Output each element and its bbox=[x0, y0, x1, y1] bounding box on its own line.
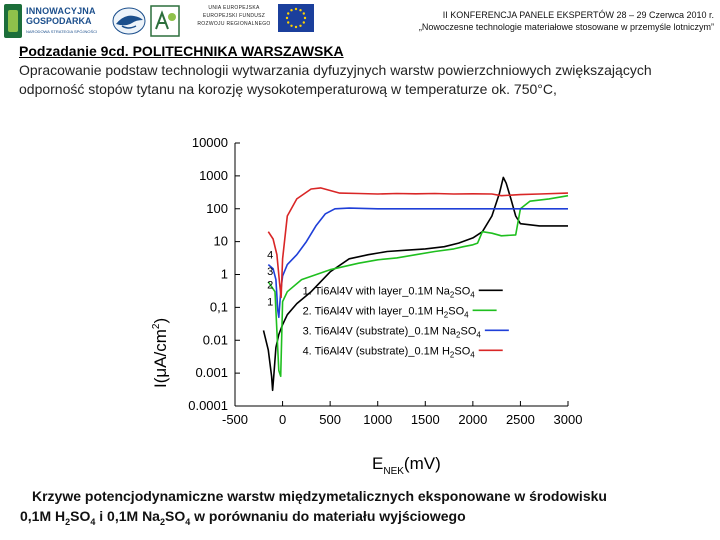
curve-label-2: 2 bbox=[267, 279, 273, 291]
figure-caption: Krzywe potencjodynamiczne warstw międzym… bbox=[20, 486, 715, 532]
conference-subtitle: „Nowoczesne technologie materiałowe stos… bbox=[418, 22, 714, 32]
legend-entry-1: 1. Ti6Al4V with layer_0.1M Na2SO4 bbox=[303, 285, 476, 299]
eu-flag-icon bbox=[278, 4, 314, 32]
innovative-economy-badge-icon bbox=[4, 4, 22, 38]
bird-logo-icon bbox=[112, 7, 146, 35]
y-axis-label-sup: 2 bbox=[151, 323, 162, 329]
x-tick-label: 2000 bbox=[458, 412, 487, 427]
eu-line2: EUROPEJSKI FUNDUSZ bbox=[202, 13, 266, 19]
series-2-line bbox=[267, 194, 569, 378]
eu-star-icon bbox=[299, 9, 302, 12]
eu-star-icon bbox=[302, 21, 305, 24]
eu-line3: ROZWOJU REGIONALNEGO bbox=[197, 21, 271, 27]
x-axis-label-unit: (mV) bbox=[404, 454, 441, 473]
legend-entry-2: 2. Ti6Al4V with layer_0.1M H2SO4 bbox=[303, 305, 470, 319]
x-tick-label: 500 bbox=[319, 412, 341, 427]
page-subtitle: Podzadanie 9cd. POLITECHNIKA WARSZAWSKA bbox=[19, 43, 344, 59]
x-tick-label: 3000 bbox=[554, 412, 583, 427]
y-tick-label: 0.001 bbox=[195, 365, 228, 380]
curve-label-3: 3 bbox=[267, 266, 273, 278]
eu-star-icon bbox=[302, 12, 305, 15]
y-tick-label: 10 bbox=[214, 234, 228, 249]
caption-part-g: SO bbox=[165, 508, 186, 524]
eu-star-icon bbox=[290, 9, 293, 12]
eu-star-icon bbox=[287, 21, 290, 24]
logo-innov-line2: GOSPODARKA bbox=[26, 16, 92, 26]
x-axis-label: ENEK(mV) bbox=[372, 454, 441, 477]
logo-innov-line3: NARODOWA STRATEGIA SPÓJNOŚCI bbox=[26, 29, 98, 34]
caption-part-a: 0,1M H bbox=[20, 508, 66, 524]
eu-star-icon bbox=[294, 7, 298, 11]
x-axis-label-sub: NEK bbox=[383, 466, 404, 477]
y-axis-label-mu: μ bbox=[151, 368, 170, 378]
x-tick-label: 1000 bbox=[363, 412, 392, 427]
curve-label-1: 1 bbox=[267, 297, 273, 309]
x-axis-label-main: E bbox=[372, 454, 383, 473]
x-tick-label: 1500 bbox=[411, 412, 440, 427]
series-1-line bbox=[262, 176, 568, 392]
x-tick-label: 0 bbox=[279, 412, 286, 427]
eu-line1: UNIA EUROPEJSKA bbox=[208, 5, 260, 11]
innovative-economy-logo: INNOWACYJNA GOSPODARKA NARODOWA STRATEGI… bbox=[4, 4, 100, 38]
caption-part-c: SO bbox=[70, 508, 91, 524]
eu-star-icon bbox=[285, 16, 289, 20]
caption-sub-f: 2 bbox=[159, 516, 165, 527]
caption-sub-h: 4 bbox=[185, 516, 191, 527]
y-tick-label: 10000 bbox=[192, 135, 228, 150]
page-description: Opracowanie podstaw technologii wytwarza… bbox=[19, 62, 652, 97]
y-tick-label: 0.0001 bbox=[188, 398, 228, 413]
y-tick-label: 0.01 bbox=[203, 332, 228, 347]
series-3-line bbox=[267, 207, 568, 319]
y-axis-label-rest: A/cm bbox=[151, 329, 170, 368]
header: INNOWACYJNA GOSPODARKA NARODOWA STRATEGI… bbox=[0, 0, 720, 42]
y-axis-label: I(μA/cm2) bbox=[151, 318, 170, 388]
y-tick-label: 1 bbox=[221, 267, 228, 282]
eu-star-icon bbox=[290, 24, 293, 27]
conference-title: II KONFERENCJA PANELE EKSPERTÓW 28 – 29 … bbox=[442, 10, 714, 20]
caption-part-i: w porównaniu do materiału wyjściowego bbox=[190, 508, 466, 524]
eu-fund-text: UNIA EUROPEJSKA EUROPEJSKI FUNDUSZ ROZWO… bbox=[194, 4, 274, 28]
legend-entry-3: 3. Ti6Al4V (substrate)_0.1M Na2SO4 bbox=[303, 325, 482, 339]
x-tick-label: -500 bbox=[222, 412, 248, 427]
potentiodynamic-chart: 0.0001 0.001 0.01 0,1 1 10 100 1000 10000 -500 0 50… bbox=[140, 128, 583, 480]
x-tick-label: 2500 bbox=[506, 412, 535, 427]
caption-part-e: i 0,1M Na bbox=[95, 508, 160, 524]
caption-sub-b: 2 bbox=[65, 516, 71, 527]
eu-star-icon bbox=[294, 25, 298, 29]
series-4-line bbox=[267, 187, 569, 299]
chart-svg: 0.0001 0.001 0.01 0,1 1 10 100 1000 10000 -500 0 50… bbox=[151, 135, 583, 477]
logo-innov-line1: INNOWACYJNA bbox=[26, 6, 96, 16]
eu-star-icon bbox=[303, 16, 307, 20]
y-axis-label-close: ) bbox=[151, 318, 170, 324]
caption-sub-d: 4 bbox=[90, 516, 96, 527]
caption-line1: Krzywe potencjodynamiczne warstw międzym… bbox=[32, 488, 607, 504]
caption-line2: 0,1M H2SO4 i 0,1M Na2SO4 w porównaniu do… bbox=[20, 506, 715, 532]
y-axis-label-main: I( bbox=[151, 377, 170, 388]
y-tick-label: 1000 bbox=[199, 168, 228, 183]
y-tick-label: 0,1 bbox=[210, 299, 228, 314]
institute-logo-icon bbox=[150, 5, 180, 37]
eu-star-icon bbox=[299, 24, 302, 27]
eu-star-icon bbox=[287, 12, 290, 15]
legend-entry-4: 4. Ti6Al4V (substrate)_0.1M H2SO4 bbox=[303, 345, 476, 359]
y-tick-label: 100 bbox=[206, 201, 228, 216]
curve-label-4: 4 bbox=[267, 250, 273, 262]
